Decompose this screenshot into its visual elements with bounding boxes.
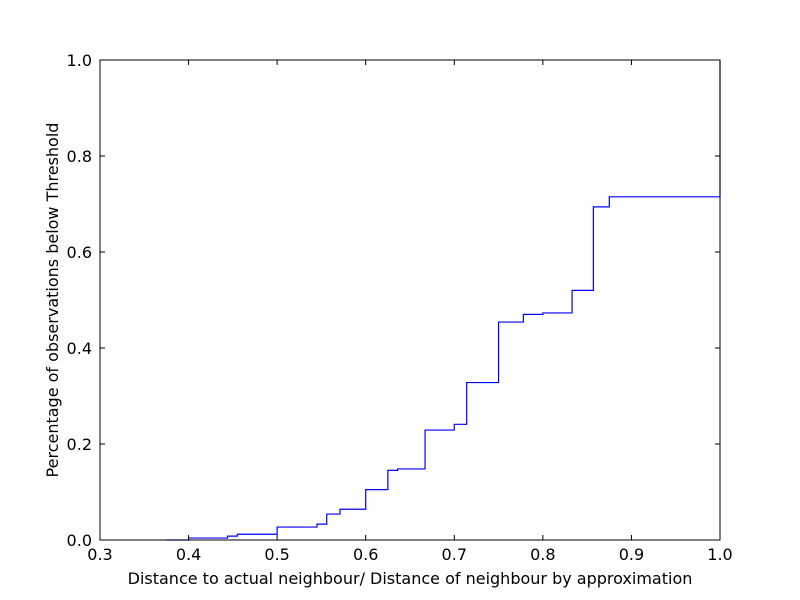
- y-tick-label: 1.0: [67, 51, 92, 70]
- y-tick-label: 0.4: [67, 339, 92, 358]
- axes-frame: [99, 59, 721, 541]
- y-tick-label: 0.2: [67, 435, 92, 454]
- x-tick-label: 0.5: [264, 545, 289, 564]
- x-tick-label: 1.0: [707, 545, 732, 564]
- series-layer: [166, 60, 721, 541]
- y-axis-label: Percentage of observations below Thresho…: [43, 123, 62, 478]
- y-tick-label: 0.6: [67, 243, 92, 262]
- x-tick-label: 0.9: [619, 545, 644, 564]
- x-tick-label: 0.8: [530, 545, 555, 564]
- y-tick-label: 0.0: [67, 531, 92, 550]
- x-tick-label: 0.7: [442, 545, 467, 564]
- x-tick-label: 0.6: [353, 545, 378, 564]
- y-tick-label: 0.8: [67, 147, 92, 166]
- x-tick-label: 0.3: [87, 545, 112, 564]
- x-axis-label: Distance to actual neighbour/ Distance o…: [128, 569, 693, 588]
- ticks-layer: 0.3 0.4 0.5 0.6 0.7 0.8 0.9 1.0 0.0 0.2 0.4 0.6 0.8 1…: [67, 51, 733, 564]
- x-tick-label: 0.4: [176, 545, 201, 564]
- series-line-0: [166, 60, 721, 541]
